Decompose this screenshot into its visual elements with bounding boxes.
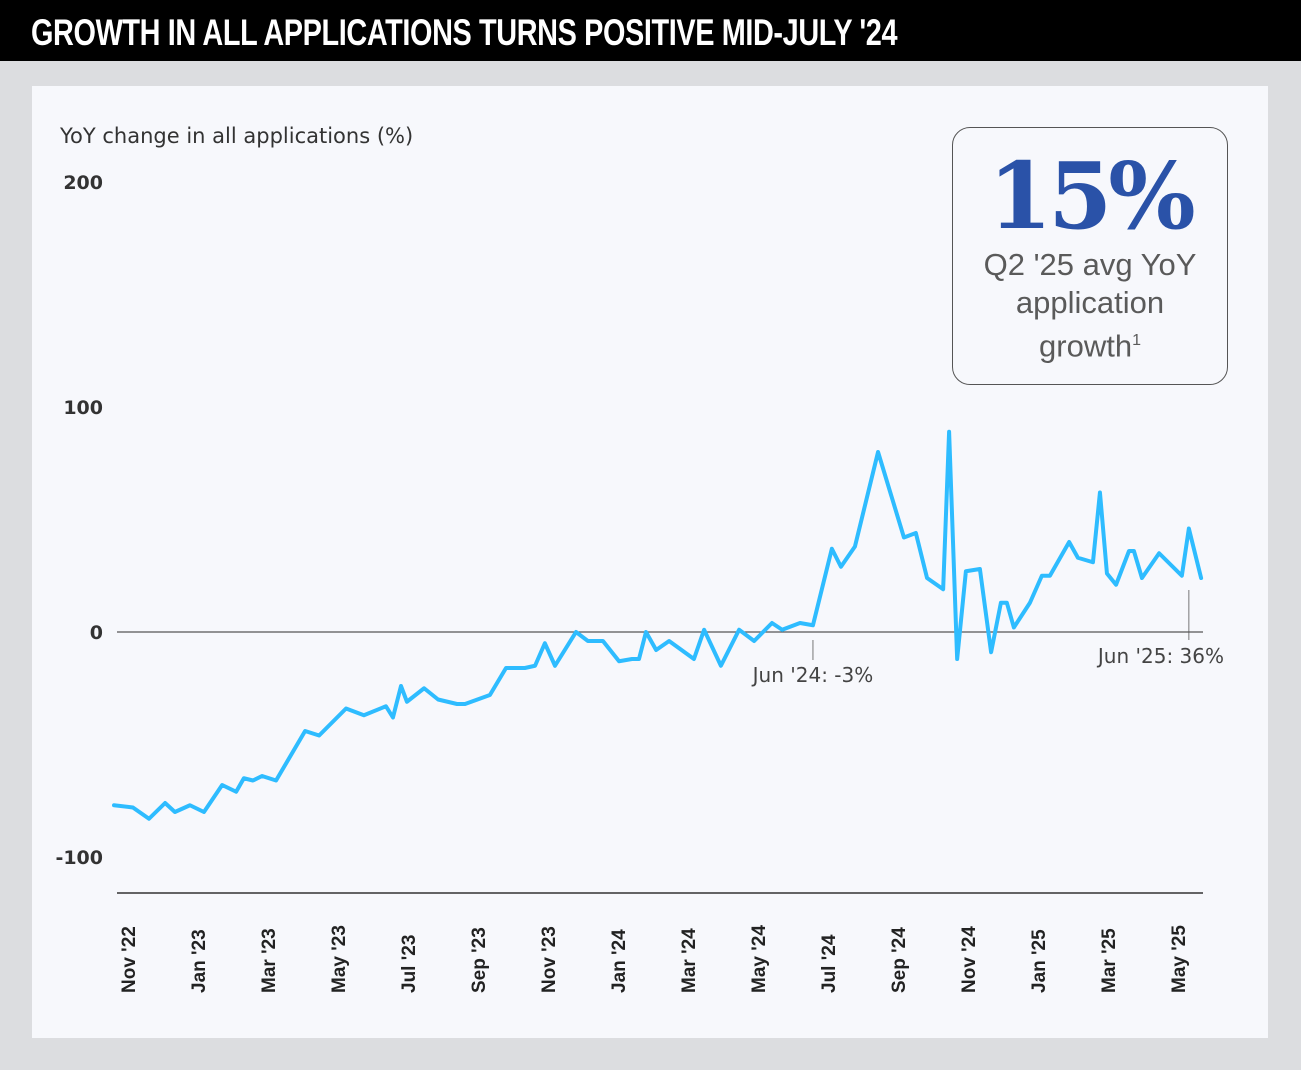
y-tick-label: 200 [63, 172, 103, 194]
x-tick-label: Jul '23 [399, 935, 420, 993]
annotation-label: Jun '24: -3% [751, 663, 874, 687]
chart-title: GROWTH IN ALL APPLICATIONS TURNS POSITIV… [31, 12, 898, 53]
y-tick-label: -100 [55, 847, 103, 869]
callout-box: 15% Q2 '25 avg YoY application growth1 [952, 127, 1228, 385]
x-tick-label: Nov '23 [539, 926, 560, 993]
x-tick-label: Jul '24 [819, 934, 840, 993]
x-tick-label: Jan '24 [609, 929, 630, 993]
x-tick-label: Jan '25 [1029, 929, 1050, 993]
callout-line-3: growth [1039, 328, 1133, 364]
y-axis-label: YoY change in all applications (%) [59, 124, 413, 148]
annotation-label: Jun '25: 36% [1096, 644, 1224, 668]
x-tick-label: Jan '23 [189, 929, 210, 993]
callout-value: 15% [988, 142, 1195, 250]
x-tick-label: May '23 [329, 925, 350, 993]
callout-line-1: Q2 '25 avg YoY [983, 247, 1197, 282]
header-bar: GROWTH IN ALL APPLICATIONS TURNS POSITIV… [0, 0, 1301, 61]
footnote-marker: 1 [1132, 332, 1141, 349]
x-tick-label: May '24 [749, 925, 770, 993]
x-tick-label: May '25 [1169, 925, 1190, 993]
x-tick-label: Nov '24 [959, 926, 980, 993]
series-line [112, 429, 1204, 821]
x-tick-label: Mar '24 [679, 928, 700, 993]
x-tick-label: Sep '24 [889, 927, 910, 993]
callout-caption: Q2 '25 avg YoY application growth1 [953, 246, 1227, 365]
x-tick-label: Sep '23 [469, 927, 490, 993]
x-tick-label: Mar '25 [1099, 928, 1120, 993]
x-tick-label: Nov '22 [119, 926, 140, 993]
x-tick-label: Mar '23 [259, 928, 280, 993]
y-tick-label: 100 [63, 397, 103, 419]
y-tick-label: 0 [90, 622, 103, 644]
callout-line-2: application [1015, 285, 1165, 320]
